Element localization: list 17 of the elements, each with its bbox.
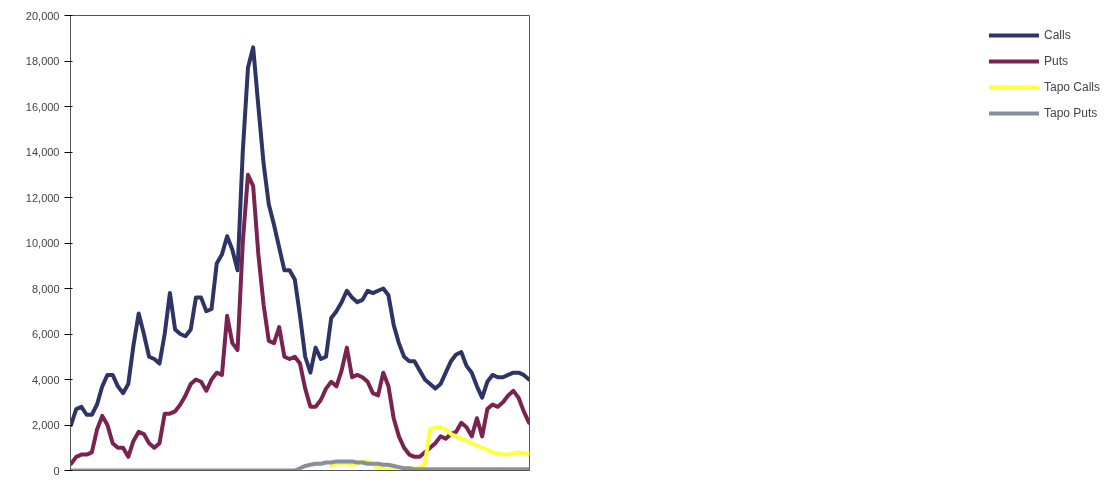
y-tick-label: 20,000 xyxy=(25,9,60,22)
legend-label: Tapo Calls xyxy=(1043,80,1100,94)
y-tick-label: 18,000 xyxy=(25,55,60,67)
y-tick-label: 10,000 xyxy=(25,237,60,249)
y-tick-label: 12,000 xyxy=(25,191,60,204)
y-tick-label: 14,000 xyxy=(25,146,60,158)
y-tick-label: 4,000 xyxy=(31,373,60,386)
y-tick-label: 0 xyxy=(53,464,60,477)
legend-label: Calls xyxy=(1043,28,1071,42)
y-tick-label: 8,000 xyxy=(31,282,60,295)
legend-label: Tapo Puts xyxy=(1043,106,1098,120)
legend-label: Puts xyxy=(1043,54,1068,68)
line-series xyxy=(70,45,530,427)
y-tick-label: 6,000 xyxy=(31,328,60,340)
line-series xyxy=(70,172,530,466)
y-tick-label: 2,000 xyxy=(31,419,60,431)
y-tick-label: 16,000 xyxy=(25,100,60,113)
